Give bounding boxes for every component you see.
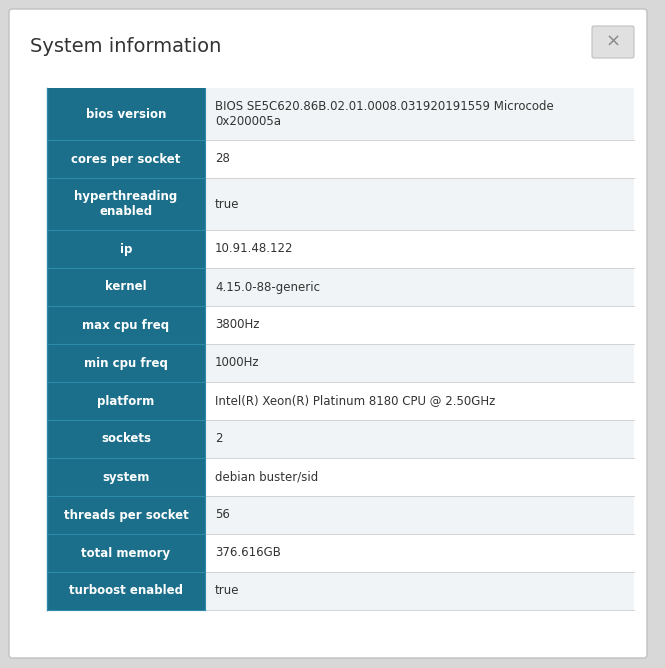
Bar [205,230,634,268]
Bar [47,344,205,382]
Text: true: true [215,198,239,210]
Text: 2: 2 [215,432,223,446]
Bar [47,572,205,610]
Text: debian buster/sid: debian buster/sid [215,470,319,484]
Bar [47,306,205,344]
Bar [205,140,634,178]
Text: bios version: bios version [86,108,166,120]
Bar [205,344,634,382]
Text: hyperthreading
enabled: hyperthreading enabled [74,190,178,218]
Bar [205,534,634,572]
FancyBboxPatch shape [592,26,634,58]
Bar [47,382,205,420]
Bar [47,458,205,496]
Text: max cpu freq: max cpu freq [82,319,170,331]
Text: 56: 56 [215,508,230,522]
Bar [47,230,205,268]
Bar [47,496,205,534]
Text: ×: × [605,33,620,51]
Text: system: system [102,470,150,484]
Bar [205,88,634,140]
Bar [205,382,634,420]
Bar [205,496,634,534]
Text: 28: 28 [215,152,230,166]
Text: sockets: sockets [101,432,151,446]
Bar [205,458,634,496]
Text: 10.91.48.122: 10.91.48.122 [215,242,293,255]
Text: kernel: kernel [105,281,147,293]
Bar [47,420,205,458]
Text: 376.616GB: 376.616GB [215,546,281,560]
Bar [47,88,205,140]
Bar [205,268,634,306]
Text: 3800Hz: 3800Hz [215,319,259,331]
Bar [205,420,634,458]
Text: total memory: total memory [81,546,170,560]
Bar [47,178,205,230]
Text: Intel(R) Xeon(R) Platinum 8180 CPU @ 2.50GHz: Intel(R) Xeon(R) Platinum 8180 CPU @ 2.5… [215,395,495,407]
Bar [47,268,205,306]
Text: 4.15.0-88-generic: 4.15.0-88-generic [215,281,320,293]
Bar [205,178,634,230]
Text: threads per socket: threads per socket [64,508,188,522]
Text: ip: ip [120,242,132,255]
Bar [47,140,205,178]
Bar [205,306,634,344]
Text: System information: System information [30,37,221,57]
Text: 1000Hz: 1000Hz [215,357,259,369]
FancyBboxPatch shape [9,9,647,658]
Text: turboost enabled: turboost enabled [69,584,183,597]
Text: true: true [215,584,239,597]
Text: min cpu freq: min cpu freq [84,357,168,369]
Text: cores per socket: cores per socket [71,152,181,166]
Bar [47,534,205,572]
Text: BIOS SE5C620.86B.02.01.0008.031920191559 Microcode
0x200005a: BIOS SE5C620.86B.02.01.0008.031920191559… [215,100,554,128]
Text: platform: platform [97,395,155,407]
Bar [205,572,634,610]
